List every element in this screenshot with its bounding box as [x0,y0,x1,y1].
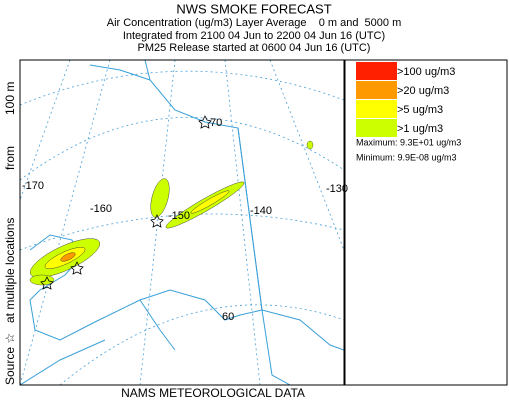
legend-swatch [356,119,397,137]
side-from: from [3,146,17,170]
lat-label: 70 [210,117,222,129]
legend-label: >1 ug/m3 [397,123,443,135]
legend-swatch [356,81,397,99]
lon-label: -130 [326,183,348,195]
plumes [29,140,314,286]
title: NWS SMOKE FORECAST [176,1,331,16]
subtitle: Air Concentration (ug/m3) Layer Average … [107,17,402,29]
side-label: Source ☆ at multiple locations from 100 … [3,82,17,385]
side-source: Source ☆ [3,333,17,385]
lon-label: -160 [90,203,112,215]
subtitle: Integrated from 2100 04 Jun to 2200 04 J… [123,30,385,42]
footer: NAMS METEOROLOGICAL DATA [121,386,305,400]
side-height: 100 m [3,82,17,115]
map: -170 -160 -150 -140 -130 70 60 [19,59,348,386]
side-locations: at multiple locations [3,218,17,323]
legend-label: >5 ug/m3 [397,104,443,116]
sources [40,115,212,290]
map-frame [19,59,345,386]
legend-label: >100 ug/m3 [397,66,455,78]
legend-swatch [356,62,397,80]
legend-minimum: Minimum: 9.9E-08 ug/m3 [356,152,457,162]
lat-label: 60 [222,311,234,323]
legend-label: >20 ug/m3 [397,85,449,97]
legend: >100 ug/m3 >20 ug/m3 >5 ug/m3 >1 ug/m3 [356,62,455,137]
legend-swatch [356,100,397,118]
border [237,127,263,311]
subtitle: PM25 Release started at 0600 04 Jun 16 (… [138,42,371,54]
legend-frame [344,59,508,386]
legend-maximum: Maximum: 9.3E+01 ug/m3 [356,137,461,147]
lon-label: -170 [22,180,44,192]
lon-label: -140 [250,205,272,217]
graticule-labels: -170 -160 -150 -140 -130 70 60 [22,117,348,323]
lon-label: -150 [168,210,190,222]
